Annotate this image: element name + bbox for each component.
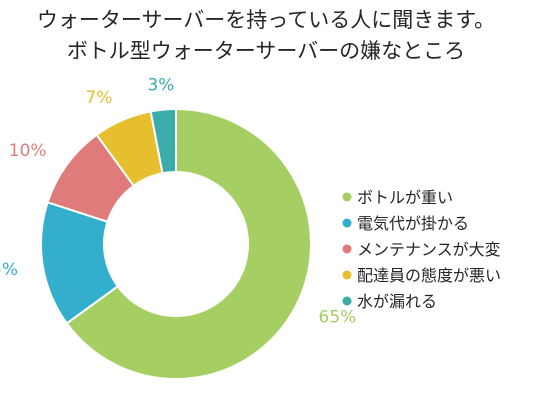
donut-slices [40,107,312,380]
pct-label-1: 65% [319,308,357,328]
legend-marker-1 [342,192,352,202]
legend-label-5: 水が漏れる [357,292,437,311]
legend-marker-5 [342,296,352,306]
pct-label-2: 15% [0,260,18,280]
legend-label-2: 電気代が掛かる [357,214,469,233]
chart-title-line-2: ボトル型ウォーターサーバーの嫌なところ [67,39,465,63]
legend-marker-2 [342,218,352,228]
legend-marker-4 [342,270,352,280]
legend-label-3: メンテナンスが大変 [357,240,501,259]
percentage-labels: 65% 15% 10% 7% 3% [0,76,356,328]
pct-label-5: 3% [147,76,174,96]
slice-5 [149,107,177,175]
legend-label-1: ボトルが重い [357,188,453,207]
slice-1 [65,107,312,380]
chart-title-line-1: ウォーターサーバーを持っている人に聞きます。 [37,8,495,32]
pct-label-3: 10% [9,141,47,161]
legend-label-4: 配達員の態度が悪い [357,266,501,285]
legend-marker-3 [342,244,352,254]
pct-label-4: 7% [85,88,112,108]
